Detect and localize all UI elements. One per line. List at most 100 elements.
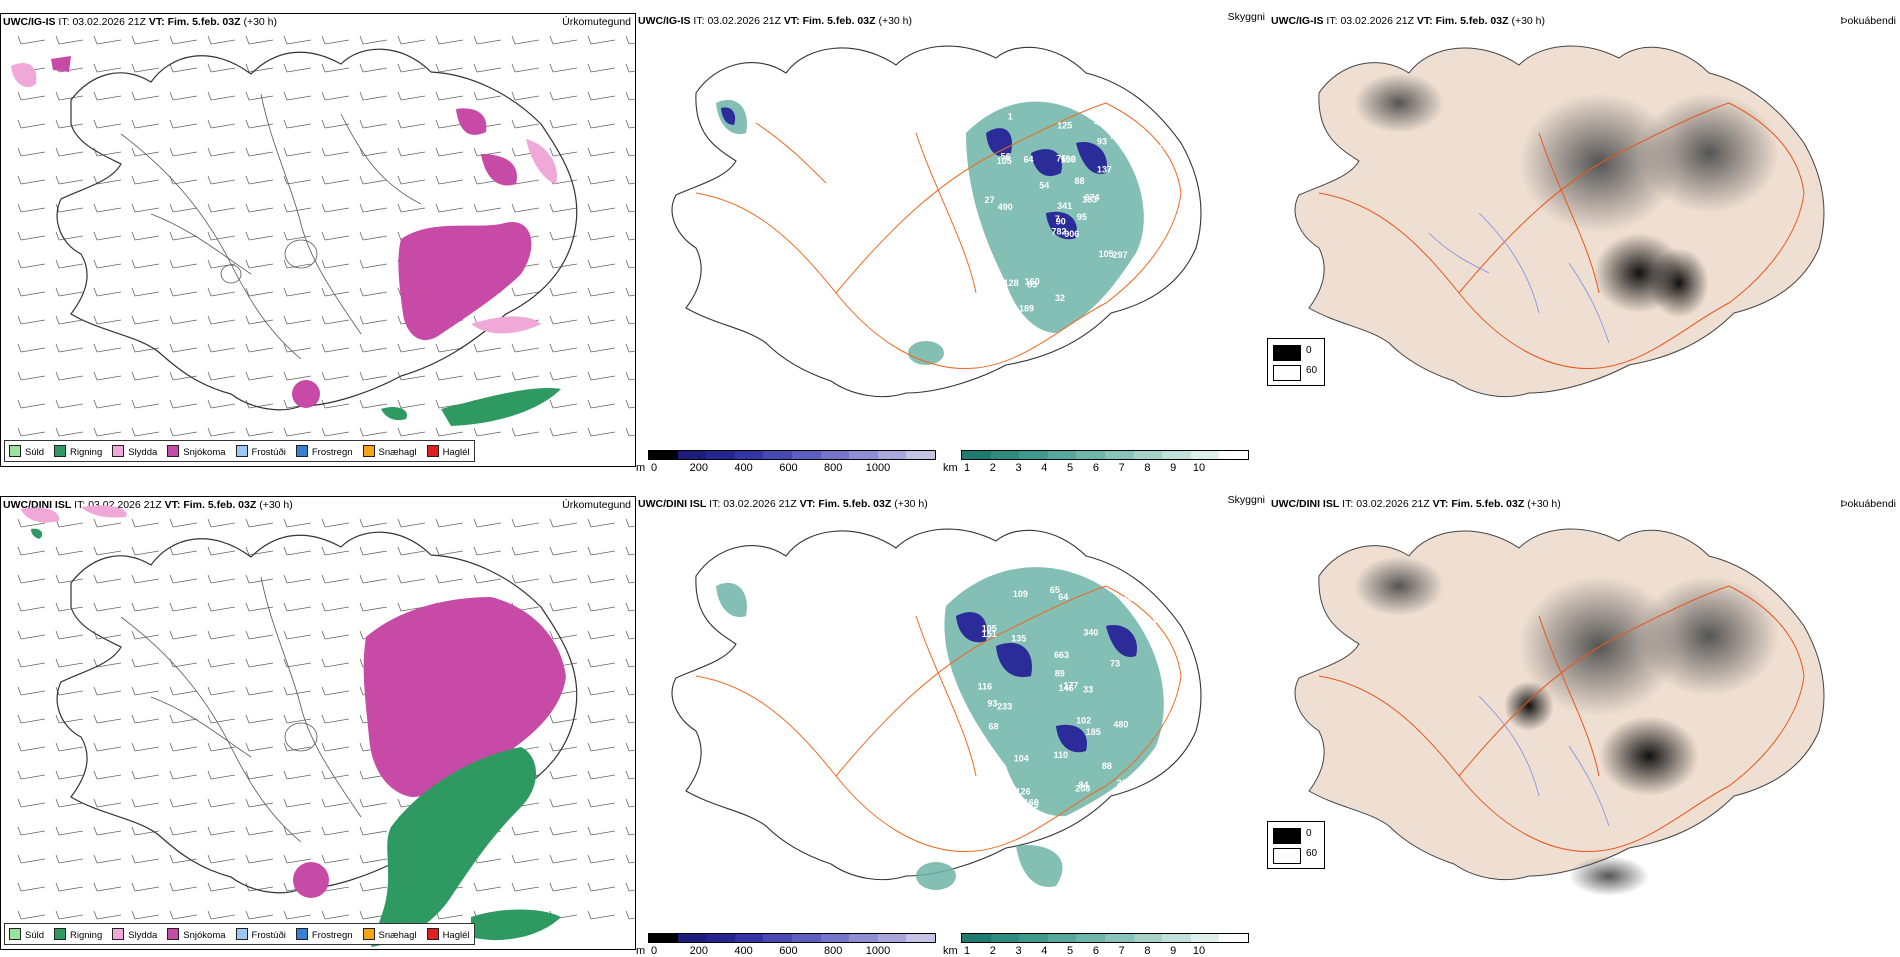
wind-barb — [93, 35, 122, 45]
wind-barb — [131, 343, 160, 353]
visibility-value-label: 137 — [1097, 165, 1112, 175]
wind-barb — [131, 427, 160, 437]
wind-barb — [511, 343, 540, 353]
wind-barb — [169, 35, 198, 45]
wind-barb — [17, 203, 46, 213]
vt-value: Fim. 5.feb. 03Z — [1435, 15, 1509, 27]
wind-barb — [55, 882, 84, 892]
visibility-value-label: 90 — [1056, 217, 1066, 227]
colorbar-bin — [1076, 934, 1105, 942]
visibility-value-label: 76 — [1056, 154, 1066, 164]
wind-barb — [397, 399, 426, 409]
wind-barb — [207, 686, 236, 696]
colorbar-tick: 600 — [779, 462, 798, 474]
colorbar-bin — [791, 451, 821, 459]
colorbar-bin — [734, 934, 764, 942]
panel-header: UWC/DINI ISL IT: 03.02.2026 21Z VT: Fim.… — [1271, 498, 1561, 510]
visibility-value-label: 140 — [1145, 323, 1160, 333]
wind-barb — [321, 546, 350, 556]
wind-barb — [131, 770, 160, 780]
wind-barb — [435, 574, 464, 584]
wind-barb — [207, 371, 236, 381]
precip-title: Úrkomutegund — [562, 499, 631, 511]
wind-barb — [549, 91, 578, 101]
wind-barb — [131, 798, 160, 808]
wind-barb — [93, 686, 122, 696]
wind-barb — [245, 714, 274, 724]
it-label: IT: — [1326, 15, 1338, 27]
visibility-value-label: 105 — [1099, 249, 1114, 259]
wind-barb — [359, 203, 388, 213]
visibility-title: Skyggni — [1227, 11, 1265, 23]
colorbar-tick: 3 — [1015, 945, 1022, 957]
wind-barb — [549, 882, 578, 892]
colorbar-bin — [820, 451, 850, 459]
wind-barb — [359, 602, 388, 612]
colorbar-bin — [877, 934, 907, 942]
wind-barb — [359, 91, 388, 101]
wind-barb — [17, 119, 46, 129]
wind-barb — [549, 119, 578, 129]
wind-barb — [169, 826, 198, 836]
wind-barb — [93, 63, 122, 73]
wind-barb — [321, 147, 350, 157]
wind-barb — [55, 546, 84, 556]
visibility-value-label: 151 — [982, 629, 997, 639]
wind-barb — [93, 826, 122, 836]
colorbar-bin — [1076, 451, 1105, 459]
colorbar-bin — [1019, 451, 1048, 459]
road-network — [1318, 585, 1805, 853]
visibility-title: Skyggni — [1227, 494, 1265, 506]
lead-time: (+30 h) — [894, 498, 928, 510]
wind-barb — [169, 574, 198, 584]
wind-barb — [17, 259, 46, 269]
wind-barb — [625, 658, 635, 668]
wind-barb — [359, 826, 388, 836]
panel-header: UWC/IG-IS IT: 03.02.2026 21Z VT: Fim. 5.… — [3, 16, 277, 28]
wind-barb — [245, 770, 274, 780]
wind-barb — [359, 287, 388, 297]
wind-barb — [359, 63, 388, 73]
wind-barb — [131, 574, 160, 584]
wind-barb — [169, 770, 198, 780]
wind-barb — [435, 427, 464, 437]
wind-barb — [435, 518, 464, 528]
wind-barb — [17, 826, 46, 836]
wind-barb — [131, 175, 160, 185]
wind-barb — [207, 910, 236, 920]
fog-map — [1294, 45, 1825, 398]
wind-barb — [207, 658, 236, 668]
wind-barb — [169, 287, 198, 297]
legend-item: Rigning — [54, 927, 102, 941]
wind-barb — [321, 91, 350, 101]
wind-barb — [511, 574, 540, 584]
colorbar-tick: 8 — [1144, 945, 1151, 957]
it-value: 03.02.2026 21Z — [723, 498, 797, 510]
legend-swatch — [112, 927, 125, 940]
colorbar-bin — [1133, 934, 1163, 942]
visibility-panel-top: UWC/IG-IS IT: 03.02.2026 21Z VT: Fim. 5.… — [636, 11, 1269, 474]
legend-label: Snæhagl — [378, 446, 417, 458]
panel-header: UWC/DINI ISL IT: 03.02.2026 21Z VT: Fim.… — [638, 498, 928, 510]
visibility-color-strip — [961, 450, 1249, 460]
wind-barb — [321, 175, 350, 185]
legend-swatch — [426, 927, 439, 940]
colorbar-tick: 1000 — [865, 462, 891, 474]
wind-barb — [321, 658, 350, 668]
wind-barb — [511, 427, 540, 437]
wind-barb — [93, 287, 122, 297]
visibility-value-label: 93 — [987, 698, 997, 708]
wind-barb — [435, 119, 464, 129]
fog-panel-bottom: UWC/DINI ISL IT: 03.02.2026 21Z VT: Fim.… — [1267, 496, 1900, 950]
wind-barb — [511, 854, 540, 864]
coast-detail — [120, 576, 362, 843]
wind-barb — [131, 854, 160, 864]
colorbar-bin — [990, 934, 1020, 942]
wind-barb — [245, 259, 274, 269]
wind-barb — [587, 259, 616, 269]
wind-barb — [473, 427, 502, 437]
colorbar-tick: 8 — [1144, 462, 1151, 474]
wind-barb — [17, 427, 46, 437]
wind-barb — [435, 35, 464, 45]
wind-barb — [131, 91, 160, 101]
